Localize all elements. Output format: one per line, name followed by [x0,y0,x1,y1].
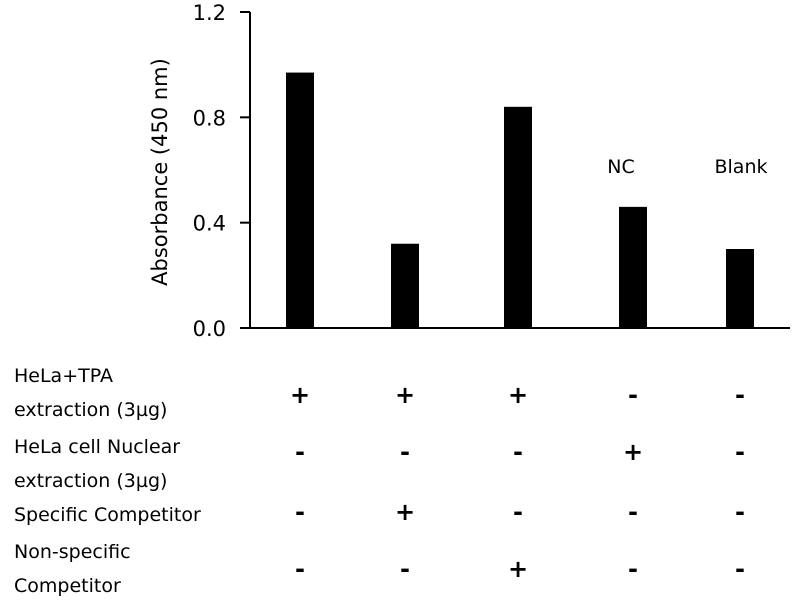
bar-annotation: Blank [714,156,767,178]
row-label-non-specific-competitor: Non-specific Competitor [14,535,131,603]
row-label-line: Competitor [14,575,121,597]
bar-4 [619,206,647,328]
condition-cell: - [628,498,638,526]
row-label-line: Non-specific [14,541,131,563]
row-label-hela-tpa: HeLa+TPA extraction (3µg) [14,359,167,427]
condition-cell: - [735,381,745,409]
y-ticks: 0.0 0.4 0.8 1.2 [193,1,250,341]
y-tick-label: 1.2 [193,1,226,25]
condition-cell: - [513,498,523,526]
condition-cell: - [513,438,523,466]
bar-annotation: NC [607,156,634,178]
bar-1 [286,72,314,328]
condition-cell: + [507,555,529,583]
row-label-specific-competitor: Specific Competitor [14,498,201,532]
row-label-line: Specific Competitor [14,504,201,526]
condition-cell: - [735,438,745,466]
condition-cell: - [735,498,745,526]
condition-cell: - [628,555,638,583]
y-tick-label: 0.8 [193,106,226,130]
bars [286,72,754,328]
bar-2 [391,243,419,328]
y-tick-label: 0.0 [193,317,226,341]
y-axis-title: Absorbance (450 nm) [148,58,172,286]
condition-cell: + [622,438,644,466]
condition-cell: + [394,498,416,526]
condition-cell: + [394,381,416,409]
row-label-hela-nuclear: HeLa cell Nuclear extraction (3µg) [14,430,180,498]
condition-cell: + [507,381,529,409]
row-label-line: HeLa cell Nuclear [14,436,181,458]
row-label-line: extraction (3µg) [14,399,168,421]
bar-5 [726,249,754,328]
condition-cell: - [295,498,305,526]
condition-cell: - [735,555,745,583]
row-label-line: extraction (3µg) [14,470,168,492]
bar-annotations: NC Blank [607,156,767,178]
condition-cell: - [628,381,638,409]
y-tick-label: 0.4 [193,212,226,236]
condition-cell: - [400,438,410,466]
condition-cell: - [295,438,305,466]
condition-cell: + [289,381,311,409]
row-label-line: HeLa+TPA [14,365,113,387]
condition-cell: - [295,555,305,583]
condition-cell: - [400,555,410,583]
bar-3 [504,106,532,328]
